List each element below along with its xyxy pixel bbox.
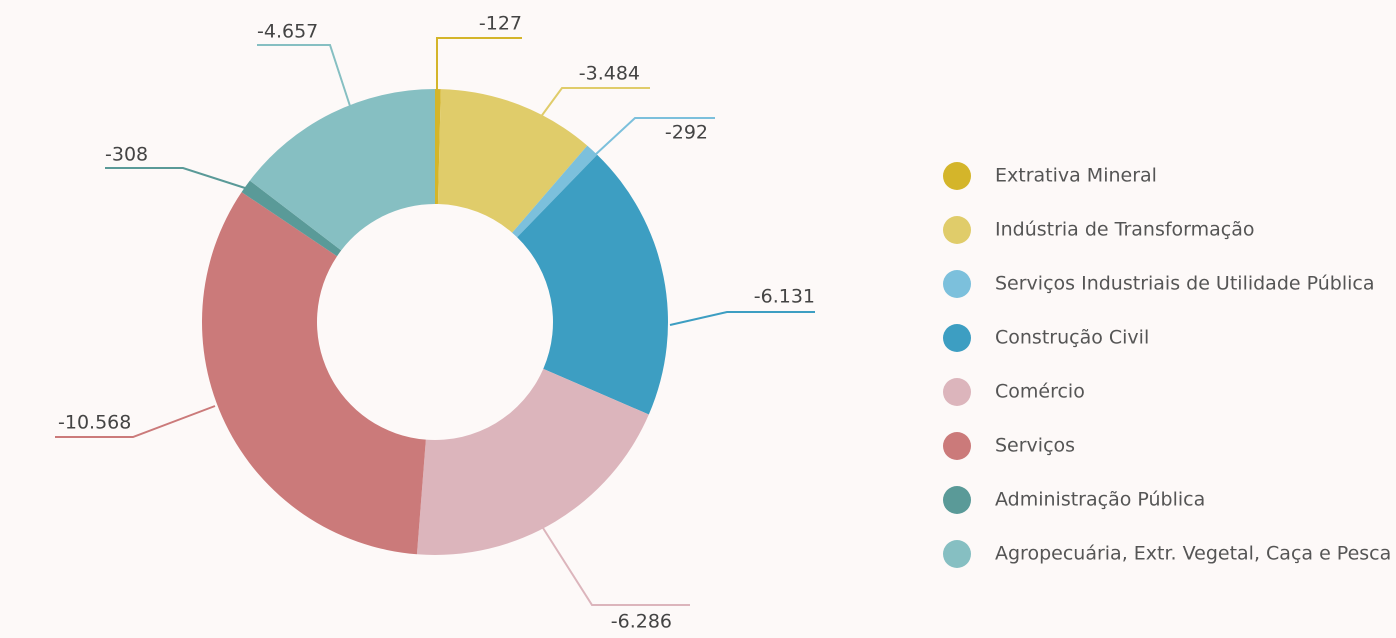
slice (201, 192, 426, 555)
legend-label: Comércio (995, 381, 1085, 403)
data-label: -10.568 (58, 412, 131, 434)
legend-icon (943, 270, 971, 298)
slice (435, 89, 441, 205)
slice (517, 154, 668, 415)
legend-icon (943, 486, 971, 514)
slice (416, 368, 649, 555)
slice (241, 180, 342, 257)
slice (512, 145, 598, 238)
legend-label: Extrativa Mineral (995, 165, 1157, 187)
leader-line (105, 167, 246, 189)
leader-line (257, 44, 351, 107)
legend-label: Serviços (995, 435, 1075, 457)
legend-icon (943, 324, 971, 352)
leader-line (539, 87, 650, 119)
leader-line (542, 527, 690, 606)
leader-line (594, 117, 715, 156)
data-label: -4.657 (257, 21, 318, 43)
data-label: -127 (479, 13, 522, 35)
data-label: -292 (665, 122, 708, 144)
legend-label: Indústria de Transformação (995, 219, 1255, 241)
data-label: -3.484 (579, 63, 640, 85)
legend-label: Serviços Industriais de Utilidade Públic… (995, 273, 1375, 295)
legend-icon (943, 378, 971, 406)
leader-line (55, 405, 216, 438)
legend-icon (943, 432, 971, 460)
legend-label: Construção Civil (995, 327, 1149, 349)
slice (249, 88, 435, 251)
legend-icon (943, 540, 971, 568)
data-label: -308 (105, 144, 148, 166)
leader-line (669, 311, 815, 326)
legend-icon (943, 216, 971, 244)
legend: Extrativa Mineral Indústria de Transforma… (943, 162, 1391, 568)
data-label: -6.131 (754, 286, 815, 308)
legend-label: Agropecuária, Extr. Vegetal, Caça e Pesc… (995, 543, 1391, 565)
slice (437, 89, 588, 233)
legend-label: Administração Pública (995, 489, 1205, 511)
data-label: -6.286 (611, 611, 672, 633)
legend-icon (943, 162, 971, 190)
leader-line (436, 37, 522, 95)
